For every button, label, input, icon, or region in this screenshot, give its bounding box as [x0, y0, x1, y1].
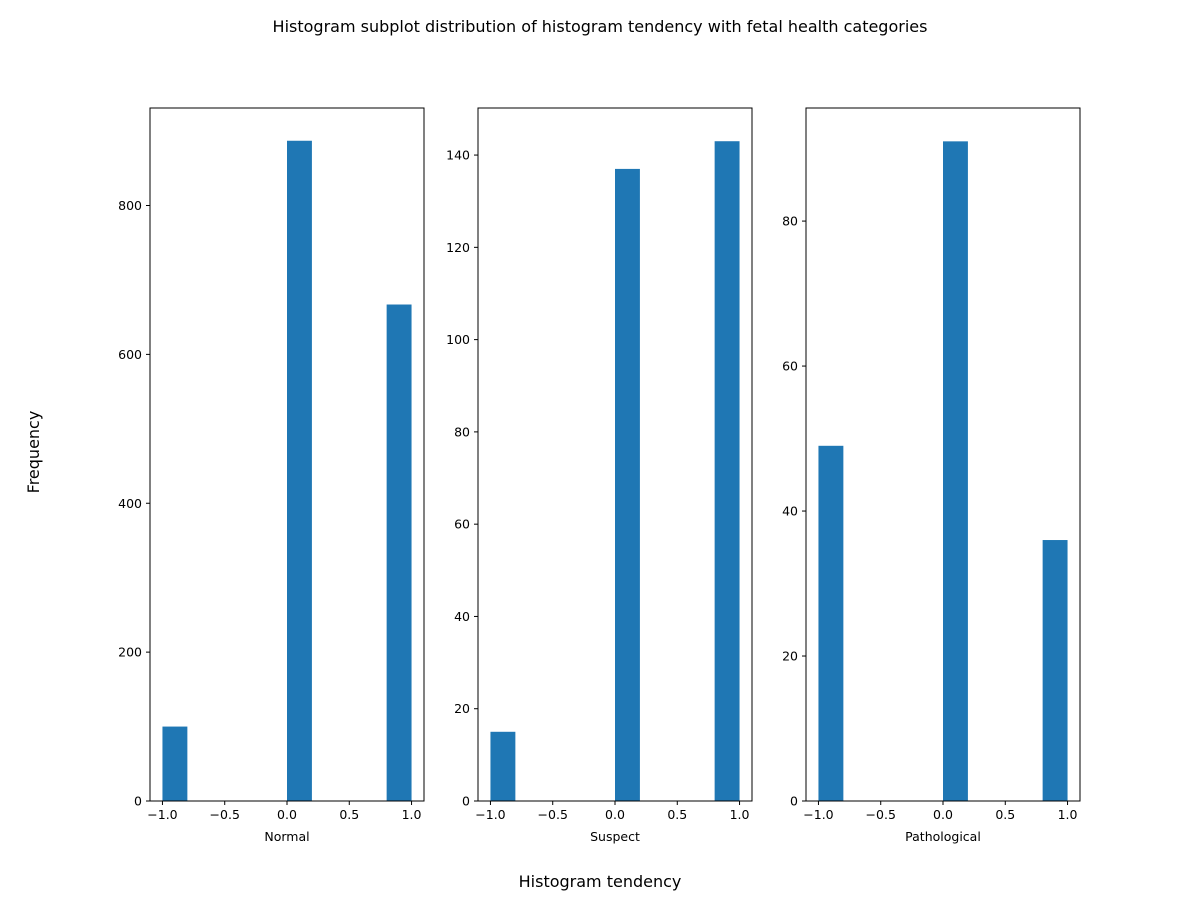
x-tick-label: −1.0	[147, 807, 177, 822]
subplot-3: −1.0 −0.5 0.0 0.5 1.0 0 20 40 60 80 Pathological	[782, 107, 1081, 844]
y-tick-label: 0	[462, 794, 470, 809]
x-tick-label: 0.0	[605, 807, 625, 822]
histogram-bar	[287, 140, 312, 801]
x-tick-label: 1.0	[1058, 807, 1078, 822]
y-tick-label: 20	[454, 701, 470, 716]
histogram-bar	[490, 731, 516, 801]
histogram-bar	[615, 168, 640, 801]
subplot-1: −1.0 −0.5 0.0 0.5 1.0 0 200 400 600 800 Normal	[118, 107, 425, 844]
subplot-x-label: Suspect	[590, 829, 640, 844]
y-tick-label: 100	[446, 332, 470, 347]
y-tick-label: 120	[446, 240, 470, 255]
figure-y-label: Frequency	[24, 411, 43, 494]
x-tick-label: 1.0	[730, 807, 750, 822]
x-tick-label: 0.0	[277, 807, 297, 822]
histogram-bar	[162, 726, 188, 801]
y-tick-label: 20	[782, 649, 798, 664]
y-tick-label: 200	[118, 645, 142, 660]
y-tick-label: 0	[790, 794, 798, 809]
histogram-bar	[714, 141, 740, 801]
y-tick-label: 140	[446, 148, 470, 163]
x-tick-label: −0.5	[210, 807, 240, 822]
subplot-2: −1.0 −0.5 0.0 0.5 1.0 0 20 40 60 80 100 120 140 Suspe…	[446, 107, 753, 844]
figure-title: Histogram subplot distribution of histog…	[273, 17, 928, 36]
histogram-bar	[1042, 540, 1068, 801]
x-tick-label: 0.0	[933, 807, 953, 822]
subplot-x-label: Normal	[264, 829, 309, 844]
x-tick-label: 0.5	[339, 807, 359, 822]
y-tick-label: 400	[118, 496, 142, 511]
x-tick-label: 0.5	[667, 807, 687, 822]
x-tick-label: −1.0	[803, 807, 833, 822]
y-tick-label: 0	[134, 794, 142, 809]
y-tick-label: 80	[782, 214, 798, 229]
subplot-panels: −1.0 −0.5 0.0 0.5 1.00200400600800Normal−1.0…	[118, 107, 1081, 844]
figure-x-label: Histogram tendency	[519, 872, 682, 891]
x-tick-label: 0.5	[995, 807, 1015, 822]
y-tick-label: 800	[118, 198, 142, 213]
y-tick-label: 600	[118, 347, 142, 362]
histogram-bar	[818, 445, 844, 801]
subplot-x-label: Pathological	[905, 829, 981, 844]
x-tick-label: −0.5	[538, 807, 568, 822]
histogram-bar	[386, 304, 412, 801]
y-tick-label: 80	[454, 424, 470, 439]
y-tick-label: 40	[454, 609, 470, 624]
x-tick-label: −0.5	[866, 807, 896, 822]
x-tick-label: 1.0	[402, 807, 422, 822]
y-tick-label: 60	[782, 359, 798, 374]
histogram-bar	[943, 141, 968, 801]
y-tick-label: 40	[782, 504, 798, 519]
y-tick-label: 60	[454, 517, 470, 532]
x-tick-label: −1.0	[475, 807, 505, 822]
